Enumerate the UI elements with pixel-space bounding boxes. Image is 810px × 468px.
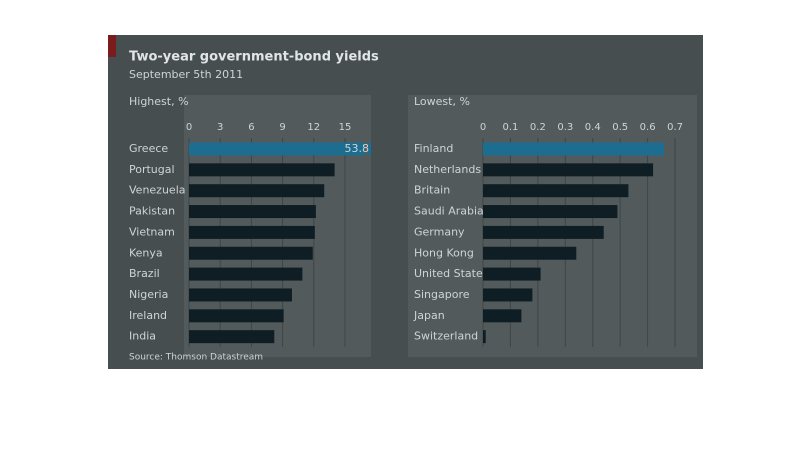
y-tick-label: Finland	[414, 142, 453, 155]
bar	[189, 142, 371, 156]
bar	[189, 163, 335, 177]
bar	[483, 309, 522, 323]
bar	[189, 246, 313, 260]
x-tick-label: 0	[186, 122, 192, 133]
y-tick-label: United States	[414, 267, 489, 280]
bar	[189, 225, 315, 239]
bar	[483, 225, 604, 239]
x-tick-label: 12	[307, 122, 320, 133]
x-tick-label: 15	[339, 122, 352, 133]
bar	[483, 330, 486, 344]
bar	[189, 309, 284, 323]
x-tick-label: 0.7	[667, 122, 683, 133]
value-label: 53.8	[345, 142, 370, 155]
x-tick-label: 6	[248, 122, 254, 133]
x-tick-label: 0.5	[612, 122, 628, 133]
y-tick-label: Nigeria	[129, 288, 168, 301]
bar	[483, 142, 665, 156]
bar	[483, 267, 541, 281]
y-tick-label: Kenya	[129, 246, 163, 259]
source: Source: Thomson Datastream	[129, 353, 263, 363]
y-tick-label: Switzerland	[414, 330, 478, 343]
bar	[189, 330, 275, 344]
bar	[483, 163, 654, 177]
bar	[189, 184, 325, 198]
chart-title: Two-year government-bond yields	[129, 50, 379, 65]
y-tick-label: Portugal	[129, 163, 175, 176]
panel-title: Lowest, %	[414, 95, 470, 108]
y-tick-label: Hong Kong	[414, 246, 474, 259]
panel-title: Highest, %	[129, 95, 189, 108]
y-tick-label: India	[129, 330, 156, 343]
x-tick-label: 3	[217, 122, 223, 133]
y-tick-label: Ireland	[129, 309, 167, 322]
subtitle: September 5th 2011	[129, 68, 243, 81]
x-tick-label: 9	[279, 122, 285, 133]
y-tick-label: Germany	[414, 225, 465, 238]
x-tick-label: 0.3	[557, 122, 573, 133]
y-tick-label: Venezuela	[129, 184, 186, 197]
bar	[483, 184, 629, 198]
y-tick-label: Vietnam	[129, 225, 175, 238]
y-tick-label: Saudi Arabia	[414, 205, 484, 218]
bar	[483, 246, 577, 260]
x-tick-label: 0.6	[640, 122, 656, 133]
brand-marker	[108, 35, 116, 57]
x-tick-label: 0.2	[530, 122, 546, 133]
y-tick-label: Netherlands	[414, 163, 481, 176]
y-tick-label: Britain	[414, 184, 450, 197]
bar	[483, 205, 618, 219]
y-tick-label: Greece	[129, 142, 168, 155]
y-tick-label: Japan	[413, 309, 445, 322]
bar-break	[365, 141, 368, 157]
y-tick-label: Singapore	[414, 288, 470, 301]
bar	[483, 288, 533, 302]
x-tick-label: 0.1	[502, 122, 518, 133]
x-tick-label: 0	[480, 122, 486, 133]
y-tick-label: Pakistan	[129, 205, 175, 218]
bar	[189, 288, 292, 302]
y-tick-label: Brazil	[129, 267, 160, 280]
bar	[189, 205, 316, 219]
bar	[189, 267, 303, 281]
x-tick-label: 0.4	[585, 122, 601, 133]
